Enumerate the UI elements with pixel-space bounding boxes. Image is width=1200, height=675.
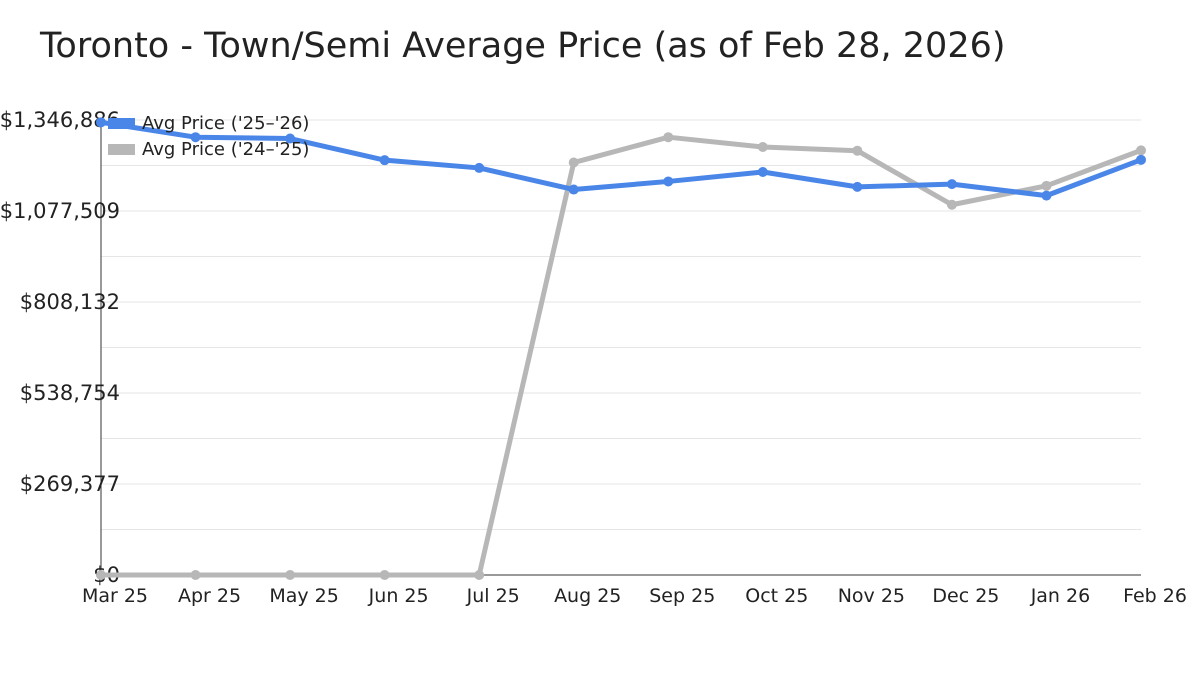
x-tick-label: Jun 25 [368,585,429,607]
data-point[interactable] [757,166,768,177]
data-point[interactable] [852,145,863,156]
series-line-1 [98,119,1144,199]
x-tick-label: Mar 25 [82,585,148,607]
data-point[interactable] [663,132,674,143]
legend-label-series-2: Avg Price ('24–'25) [142,139,309,160]
data-point[interactable] [1041,190,1052,201]
x-tick-label: Aug 25 [554,585,621,607]
x-tick-label: Jul 25 [466,585,520,607]
x-tick-label: Jan 26 [1030,585,1091,607]
x-tick-label: Feb 26 [1123,585,1187,607]
legend-label-series-1: Avg Price ('25–'26) [142,113,309,134]
legend-swatch-series-1 [108,118,135,129]
data-point[interactable] [96,117,106,128]
data-point[interactable] [946,179,957,190]
data-point[interactable] [285,133,296,144]
legend[interactable]: Avg Price ('25–'26) Avg Price ('24–'25) [108,113,309,160]
x-tick-label: Oct 25 [745,585,808,607]
y-tick-label: $1,077,509 [0,199,120,223]
x-tick-label: May 25 [269,585,339,607]
x-tick-label: Apr 25 [178,585,241,607]
y-tick-label: $808,132 [20,290,120,314]
data-point[interactable] [379,155,390,166]
data-point[interactable] [285,570,296,580]
x-tick-label: Sep 25 [649,585,715,607]
data-point[interactable] [96,570,106,580]
data-point[interactable] [474,162,485,173]
data-point[interactable] [946,199,957,210]
data-point[interactable] [568,157,579,168]
data-point[interactable] [663,176,674,187]
x-tick-labels: Mar 25 Apr 25 May 25 Jun 25 Jul 25 Aug 25 Sep … [82,585,1187,607]
chart-title: Toronto - Town/Semi Average Price (as of… [40,26,1006,66]
data-point[interactable] [190,570,201,580]
y-tick-label: $538,754 [20,381,120,405]
data-point[interactable] [1041,180,1052,191]
y-tick-label: $269,377 [20,472,120,496]
data-point[interactable] [379,570,390,580]
data-point[interactable] [1136,154,1146,165]
data-point[interactable] [190,132,201,143]
legend-swatch-series-2 [108,144,135,155]
data-point[interactable] [568,184,579,195]
series-line-2 [98,134,1144,578]
gridlines [101,119,1141,530]
series-lines [96,117,1146,580]
x-tick-label: Dec 25 [932,585,999,607]
x-tick-label: Nov 25 [838,585,905,607]
data-point[interactable] [852,181,863,192]
data-point[interactable] [1136,145,1146,156]
data-point[interactable] [757,141,768,152]
data-point[interactable] [474,570,485,580]
